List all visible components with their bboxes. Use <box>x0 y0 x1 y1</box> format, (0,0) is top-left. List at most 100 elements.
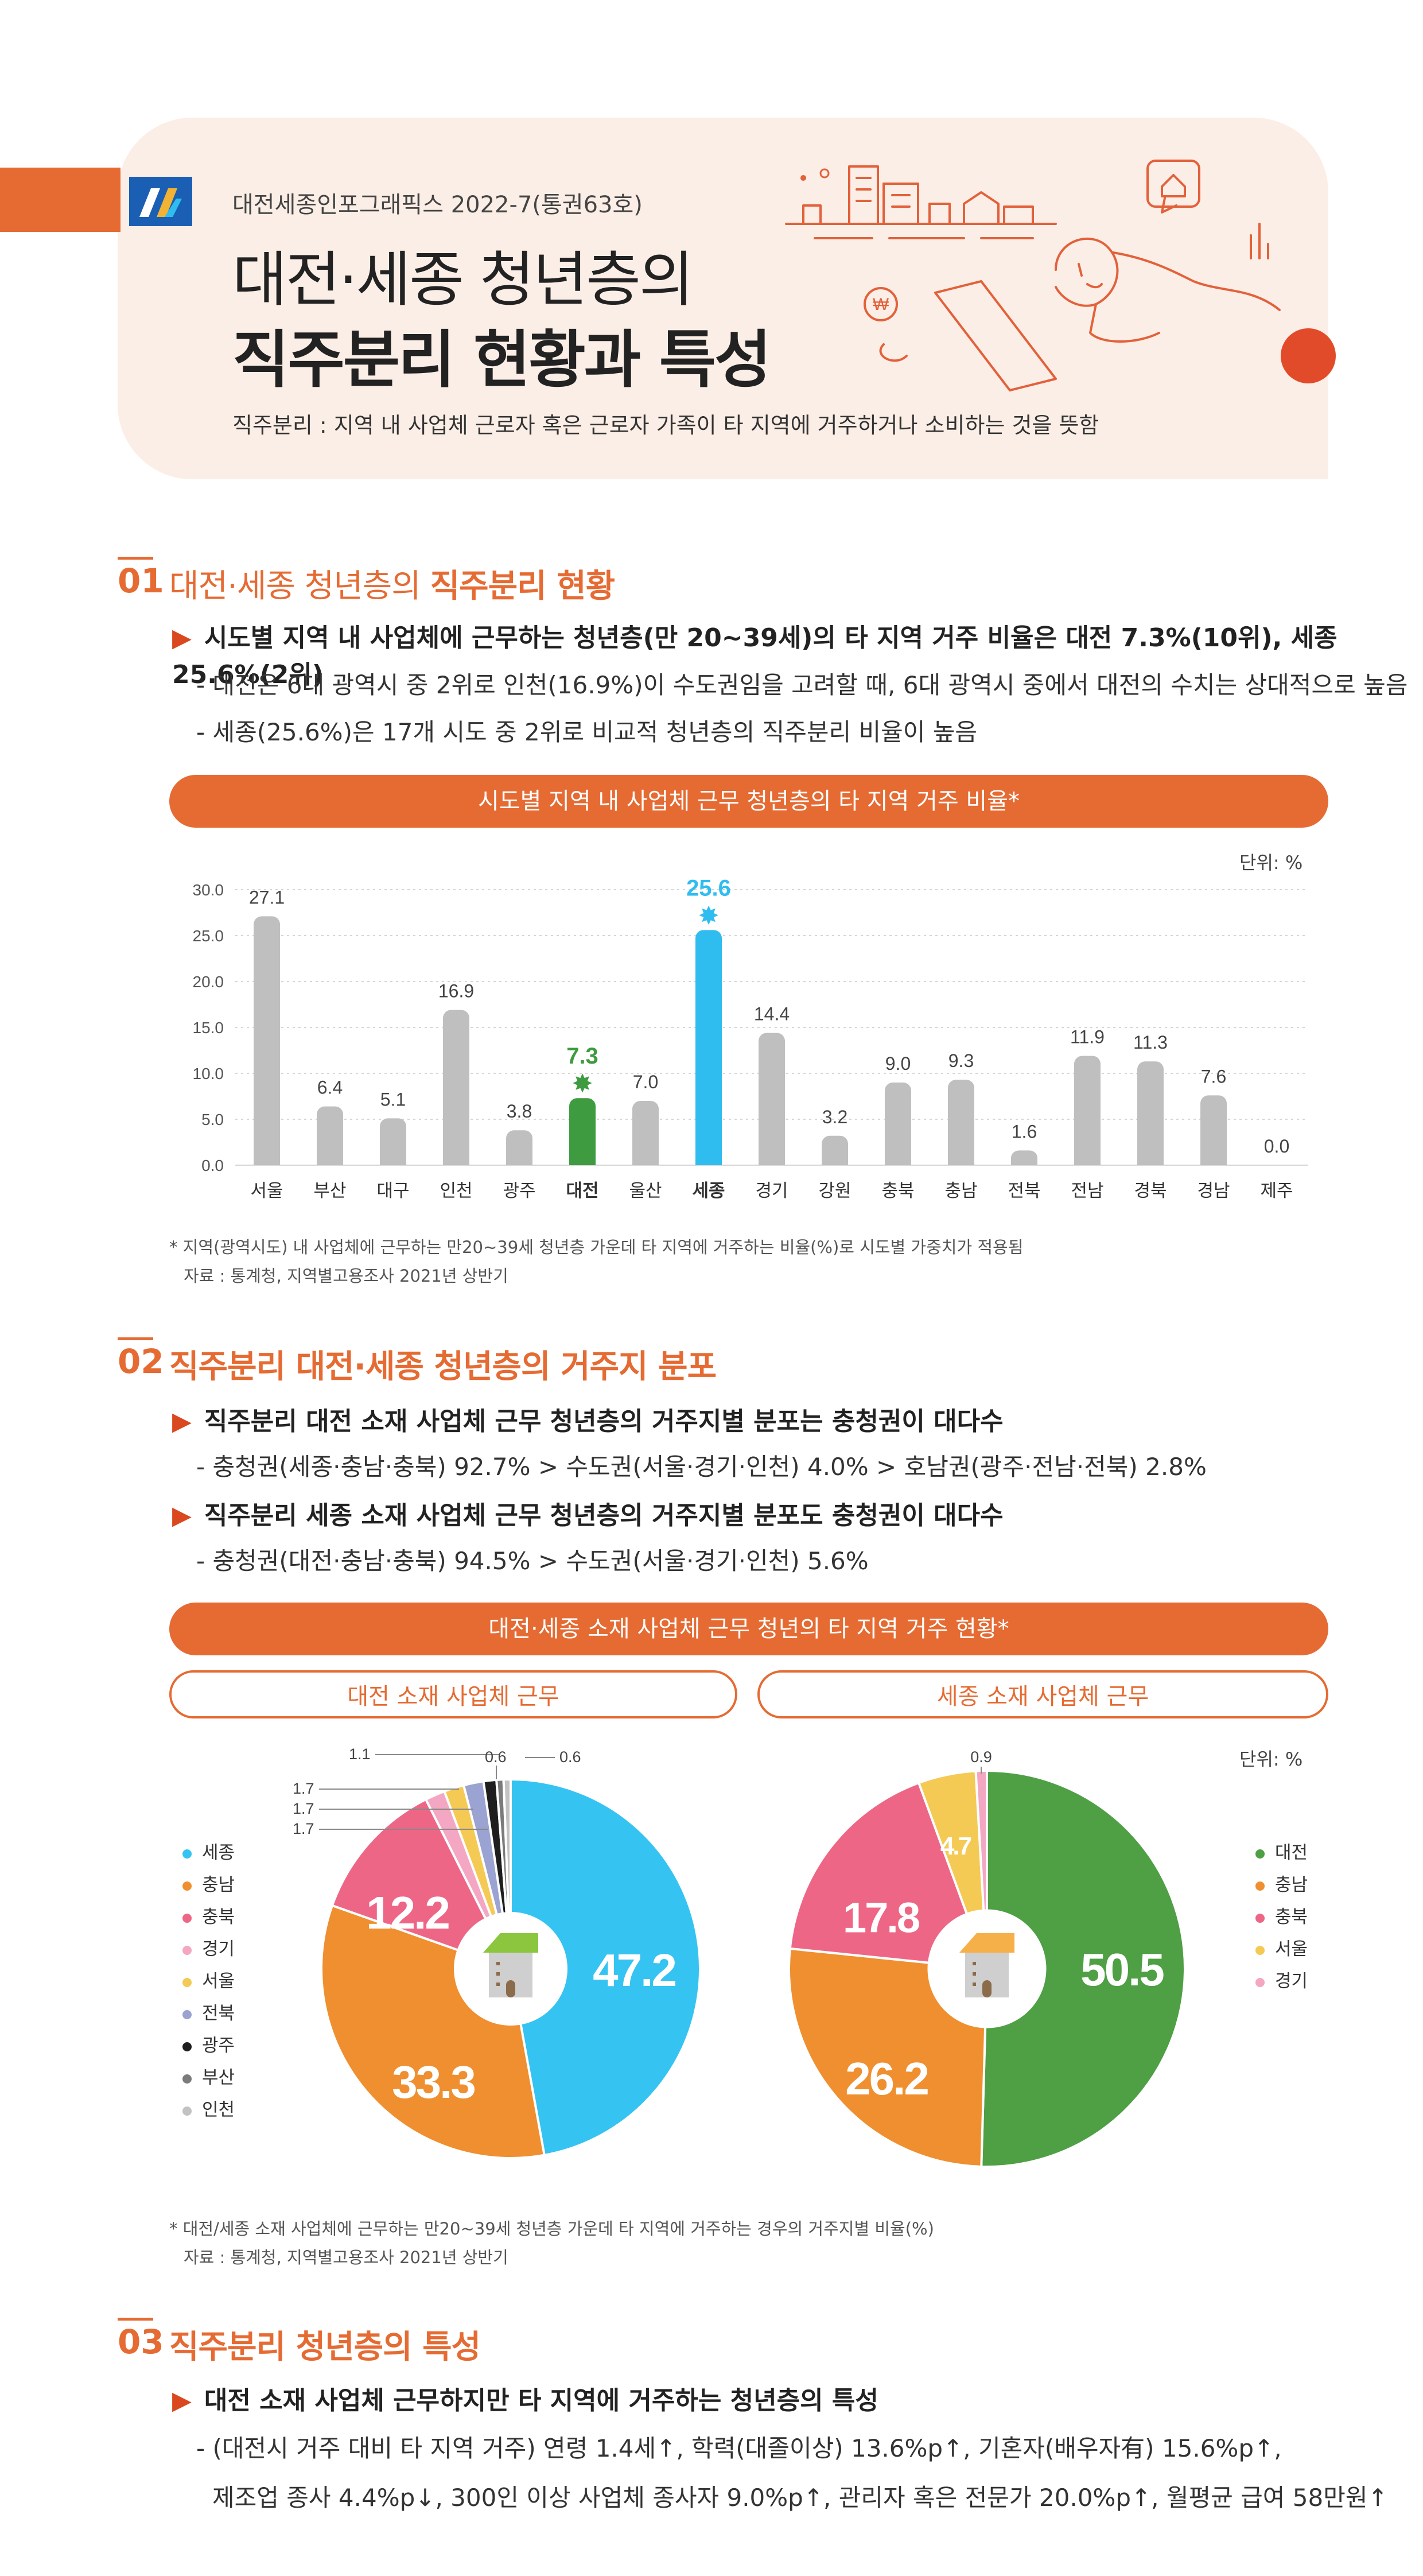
pie-chart-footnote: * 대전/세종 소재 사업체에 근무하는 만20~39세 청년층 가운데 타 지… <box>169 2219 934 2239</box>
bar-chart-unit: 단위: % <box>1239 852 1303 874</box>
x-tick-label: 충북 <box>881 1181 914 1201</box>
legend-item: 부산 <box>182 2062 297 2094</box>
bar-base <box>254 1157 280 1165</box>
y-tick-label: 10.0 <box>193 1065 224 1083</box>
pie-chart-sejong: 50.5 26.2 17.8 4.7 0.9 <box>788 1748 1187 2168</box>
data-label: 11.3 <box>1133 1032 1168 1053</box>
section2-bullet-2: ▶ 직주분리 세종 소재 사업체 근무 청년층의 거주지별 분포도 충청권이 대다… <box>172 1495 1004 1531</box>
legend-dot <box>182 2106 192 2116</box>
publication-info: 대전세종인포그래픽스 2022-7(통권63호) <box>232 192 643 218</box>
section-number-rule <box>118 1337 153 1340</box>
data-label: 3.8 <box>507 1101 532 1122</box>
section2-detail-1: - 충청권(세종·충남·충북) 92.7% > 수도권(서울·경기·인천) 4.… <box>196 1453 1207 1481</box>
data-label: 5.1 <box>380 1089 406 1109</box>
small-slice-label: 1.7 <box>293 1780 314 1797</box>
bar-base <box>380 1157 406 1165</box>
bar <box>254 916 280 1165</box>
x-tick-label: 충남 <box>944 1181 977 1201</box>
bar-base <box>506 1157 532 1165</box>
y-tick-label: 15.0 <box>193 1019 224 1037</box>
x-tick-label: 광주 <box>503 1181 535 1201</box>
legend-item: 충북 <box>1255 1901 1347 1933</box>
section-title: 직주분리 대전·세종 청년층의 거주지 분포 <box>169 1348 717 1386</box>
legend-dot <box>182 1977 192 1987</box>
small-slice-label: 0.6 <box>559 1748 581 1766</box>
bar <box>632 1101 659 1165</box>
x-tick-label: 경북 <box>1134 1181 1167 1201</box>
legend-dot <box>1255 1849 1265 1859</box>
legend-label: 서울 <box>202 1971 235 1992</box>
bullet-text: 대전 소재 사업체 근무하지만 타 지역에 거주하는 청년층의 특성 <box>204 2386 878 2415</box>
pie-right-legend: 대전 충남 충북 서울 경기 <box>1255 1837 1347 1997</box>
pie-right-title: 세종 소재 사업체 근무 <box>757 1670 1328 1718</box>
section3-bullet: ▶ 대전 소재 사업체 근무하지만 타 지역에 거주하는 청년층의 특성 <box>172 2380 878 2416</box>
legend-item: 세종 <box>182 1837 297 1869</box>
legend-dot <box>182 2074 192 2084</box>
bar-base <box>1137 1157 1164 1165</box>
legend-label: 충북 <box>1275 1907 1308 1927</box>
bar-chart-source: 자료 : 통계청, 지역별고용조사 2021년 상반기 <box>184 1266 508 1286</box>
legend-label: 충남 <box>1275 1875 1308 1895</box>
data-label: 6.4 <box>317 1077 343 1098</box>
x-tick-label: 울산 <box>629 1181 662 1201</box>
data-label: 7.6 <box>1201 1066 1226 1087</box>
data-label: 11.9 <box>1070 1027 1105 1048</box>
legend-label: 세종 <box>202 1842 235 1863</box>
x-tick-label: 경기 <box>755 1181 788 1201</box>
legend-dot <box>1255 1945 1265 1955</box>
bullet-triangle-icon: ▶ <box>172 1501 192 1530</box>
data-label: 27.1 <box>249 887 285 907</box>
bar <box>1074 1056 1101 1165</box>
small-slice-label: 1.1 <box>349 1745 371 1763</box>
pie-slice <box>331 1798 514 1971</box>
pie-chart-source: 자료 : 통계청, 지역별고용조사 2021년 상반기 <box>184 2248 508 2267</box>
pie-chart-daejeon: 47.2 33.3 12.2 1.7 1.7 1.7 1.1 0.6 0.6 <box>293 1745 701 2159</box>
bullet-text: 직주분리 세종 소재 사업체 근무 청년층의 거주지별 분포도 충청권이 대다수 <box>204 1501 1004 1530</box>
section1-detail-1: - 대전은 6대 광역시 중 2위로 인천(16.9%)이 수도권임을 고려할 … <box>196 671 1408 699</box>
legend-dot <box>182 1881 192 1891</box>
bar <box>759 1033 785 1165</box>
definition-text: 직주분리 : 지역 내 사업체 근로자 혹은 근로자 가족이 타 지역에 거주하… <box>232 413 1099 438</box>
data-label: 0.0 <box>1264 1136 1289 1157</box>
section2-bullet-1: ▶ 직주분리 대전 소재 사업체 근무 청년층의 거주지별 분포는 충청권이 대다… <box>172 1400 1004 1437</box>
data-label: 25.6 <box>686 875 731 901</box>
legend-label: 전북 <box>202 2003 235 2024</box>
data-label: 3.2 <box>822 1107 847 1127</box>
legend-dot <box>1255 1977 1265 1987</box>
pie-left-legend: 세종 충남 충북 경기 서울 전북 광주 부산 인천 <box>182 1837 297 2126</box>
data-label: 9.3 <box>948 1050 974 1071</box>
pie-value-label: 33.3 <box>392 2057 475 2108</box>
highlight-star-icon: ✸ <box>572 1070 593 1098</box>
bar <box>1200 1095 1227 1165</box>
legend-label: 경기 <box>202 1939 235 1960</box>
data-label: 7.3 <box>566 1043 598 1069</box>
legend-label: 광주 <box>202 2035 235 2056</box>
section3-detail-1: - (대전시 거주 대비 타 지역 거주) 연령 1.4세↑, 학력(대졸이상)… <box>196 2434 1282 2462</box>
legend-item: 서울 <box>182 1965 297 1997</box>
legend-dot <box>1255 1881 1265 1891</box>
bar <box>506 1130 532 1165</box>
publisher-logo-icon <box>129 177 192 226</box>
legend-dot <box>182 2042 192 2051</box>
data-label: 16.9 <box>438 981 474 1002</box>
x-tick-label: 서울 <box>250 1181 283 1201</box>
small-slice-label: 0.6 <box>485 1748 507 1766</box>
legend-label: 부산 <box>202 2067 235 2088</box>
header-accent-bar <box>0 168 120 232</box>
small-slice-label: 1.7 <box>293 1820 314 1837</box>
legend-label: 서울 <box>1275 1939 1308 1960</box>
x-tick-label: 세종 <box>692 1181 725 1201</box>
highlight-star-icon: ✸ <box>698 902 720 930</box>
section-number: 02 <box>118 1342 164 1381</box>
x-tick-label: 전북 <box>1008 1181 1040 1201</box>
legend-item: 인천 <box>182 2094 297 2126</box>
bar-base <box>1074 1157 1101 1165</box>
data-label: 1.6 <box>1012 1121 1037 1142</box>
legend-dot <box>182 1945 192 1955</box>
x-tick-label: 제주 <box>1260 1181 1293 1201</box>
x-tick-label: 경남 <box>1197 1181 1230 1201</box>
section2-detail-2: - 충청권(대전·충남·충북) 94.5% > 수도권(서울·경기·인천) 5.… <box>196 1547 869 1575</box>
x-tick-label: 부산 <box>313 1181 346 1201</box>
bar-chart-footnote: * 지역(광역시도) 내 사업체에 근무하는 만20~39세 청년층 가운데 타… <box>169 1237 1024 1257</box>
bar <box>443 1010 469 1165</box>
